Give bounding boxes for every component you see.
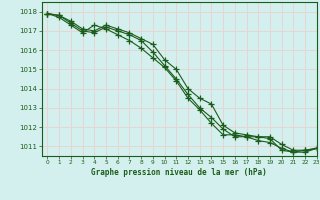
X-axis label: Graphe pression niveau de la mer (hPa): Graphe pression niveau de la mer (hPa) [91,168,267,177]
